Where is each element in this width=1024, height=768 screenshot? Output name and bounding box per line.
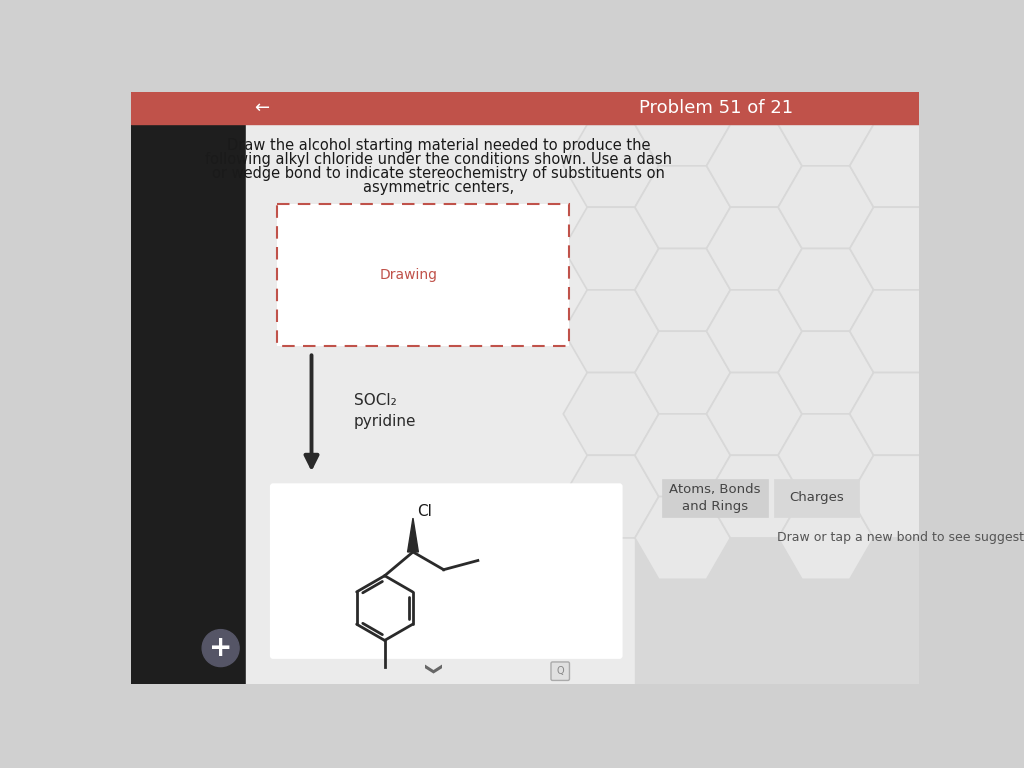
Polygon shape [850,455,945,538]
Bar [662,478,768,517]
Polygon shape [778,414,873,497]
Text: Cl: Cl [418,504,432,518]
Polygon shape [778,166,873,249]
Polygon shape [778,1,873,83]
Polygon shape [563,207,658,290]
Text: Charges: Charges [790,492,844,505]
Polygon shape [850,124,945,207]
Text: asymmetric centers,: asymmetric centers, [362,180,514,195]
Polygon shape [850,207,945,290]
Bar [635,92,920,469]
Polygon shape [635,331,730,414]
Polygon shape [408,518,419,552]
Polygon shape [563,41,658,124]
Polygon shape [707,124,802,207]
Text: Q: Q [556,666,564,676]
Polygon shape [563,290,658,372]
Polygon shape [635,83,730,166]
Polygon shape [850,41,945,124]
Bar [635,469,920,684]
Polygon shape [922,249,1017,331]
Polygon shape [850,290,945,372]
Polygon shape [707,455,802,538]
Text: Atoms, Bonds
and Rings: Atoms, Bonds and Rings [670,483,761,513]
Polygon shape [778,497,873,579]
Polygon shape [850,372,945,455]
Polygon shape [707,207,802,290]
Text: following alkyl chloride under the conditions shown. Use a dash: following alkyl chloride under the condi… [205,152,672,167]
Polygon shape [778,83,873,166]
Text: Drawing: Drawing [380,268,437,282]
Text: ←: ← [254,99,269,118]
Text: pyridine: pyridine [354,414,417,429]
Bar [131,92,246,684]
Polygon shape [922,83,1017,166]
Polygon shape [922,414,1017,497]
Polygon shape [707,41,802,124]
Polygon shape [922,166,1017,249]
Circle shape [202,630,240,667]
Polygon shape [707,290,802,372]
Polygon shape [635,1,730,83]
Polygon shape [563,372,658,455]
Text: Problem 51 of 21: Problem 51 of 21 [639,99,793,118]
Bar [131,92,920,124]
FancyBboxPatch shape [551,662,569,680]
Polygon shape [922,497,1017,579]
Polygon shape [778,249,873,331]
Polygon shape [778,331,873,414]
Bar [774,478,859,517]
Text: ❯: ❯ [422,664,440,677]
Text: or wedge bond to indicate stereochemistry of substituents on: or wedge bond to indicate stereochemistr… [212,166,665,181]
Bar [246,92,635,684]
Polygon shape [563,124,658,207]
Polygon shape [635,414,730,497]
Text: SOCl₂: SOCl₂ [354,392,396,408]
Text: Draw or tap a new bond to see suggestions.: Draw or tap a new bond to see suggestion… [777,531,1024,544]
Polygon shape [563,455,658,538]
Text: Draw the alcohol starting material needed to produce the: Draw the alcohol starting material neede… [226,138,650,154]
Text: +: + [209,634,232,662]
Polygon shape [635,249,730,331]
Polygon shape [707,372,802,455]
Bar [276,204,569,346]
Polygon shape [922,1,1017,83]
Polygon shape [635,497,730,579]
Polygon shape [635,166,730,249]
Polygon shape [922,331,1017,414]
FancyBboxPatch shape [270,483,623,659]
